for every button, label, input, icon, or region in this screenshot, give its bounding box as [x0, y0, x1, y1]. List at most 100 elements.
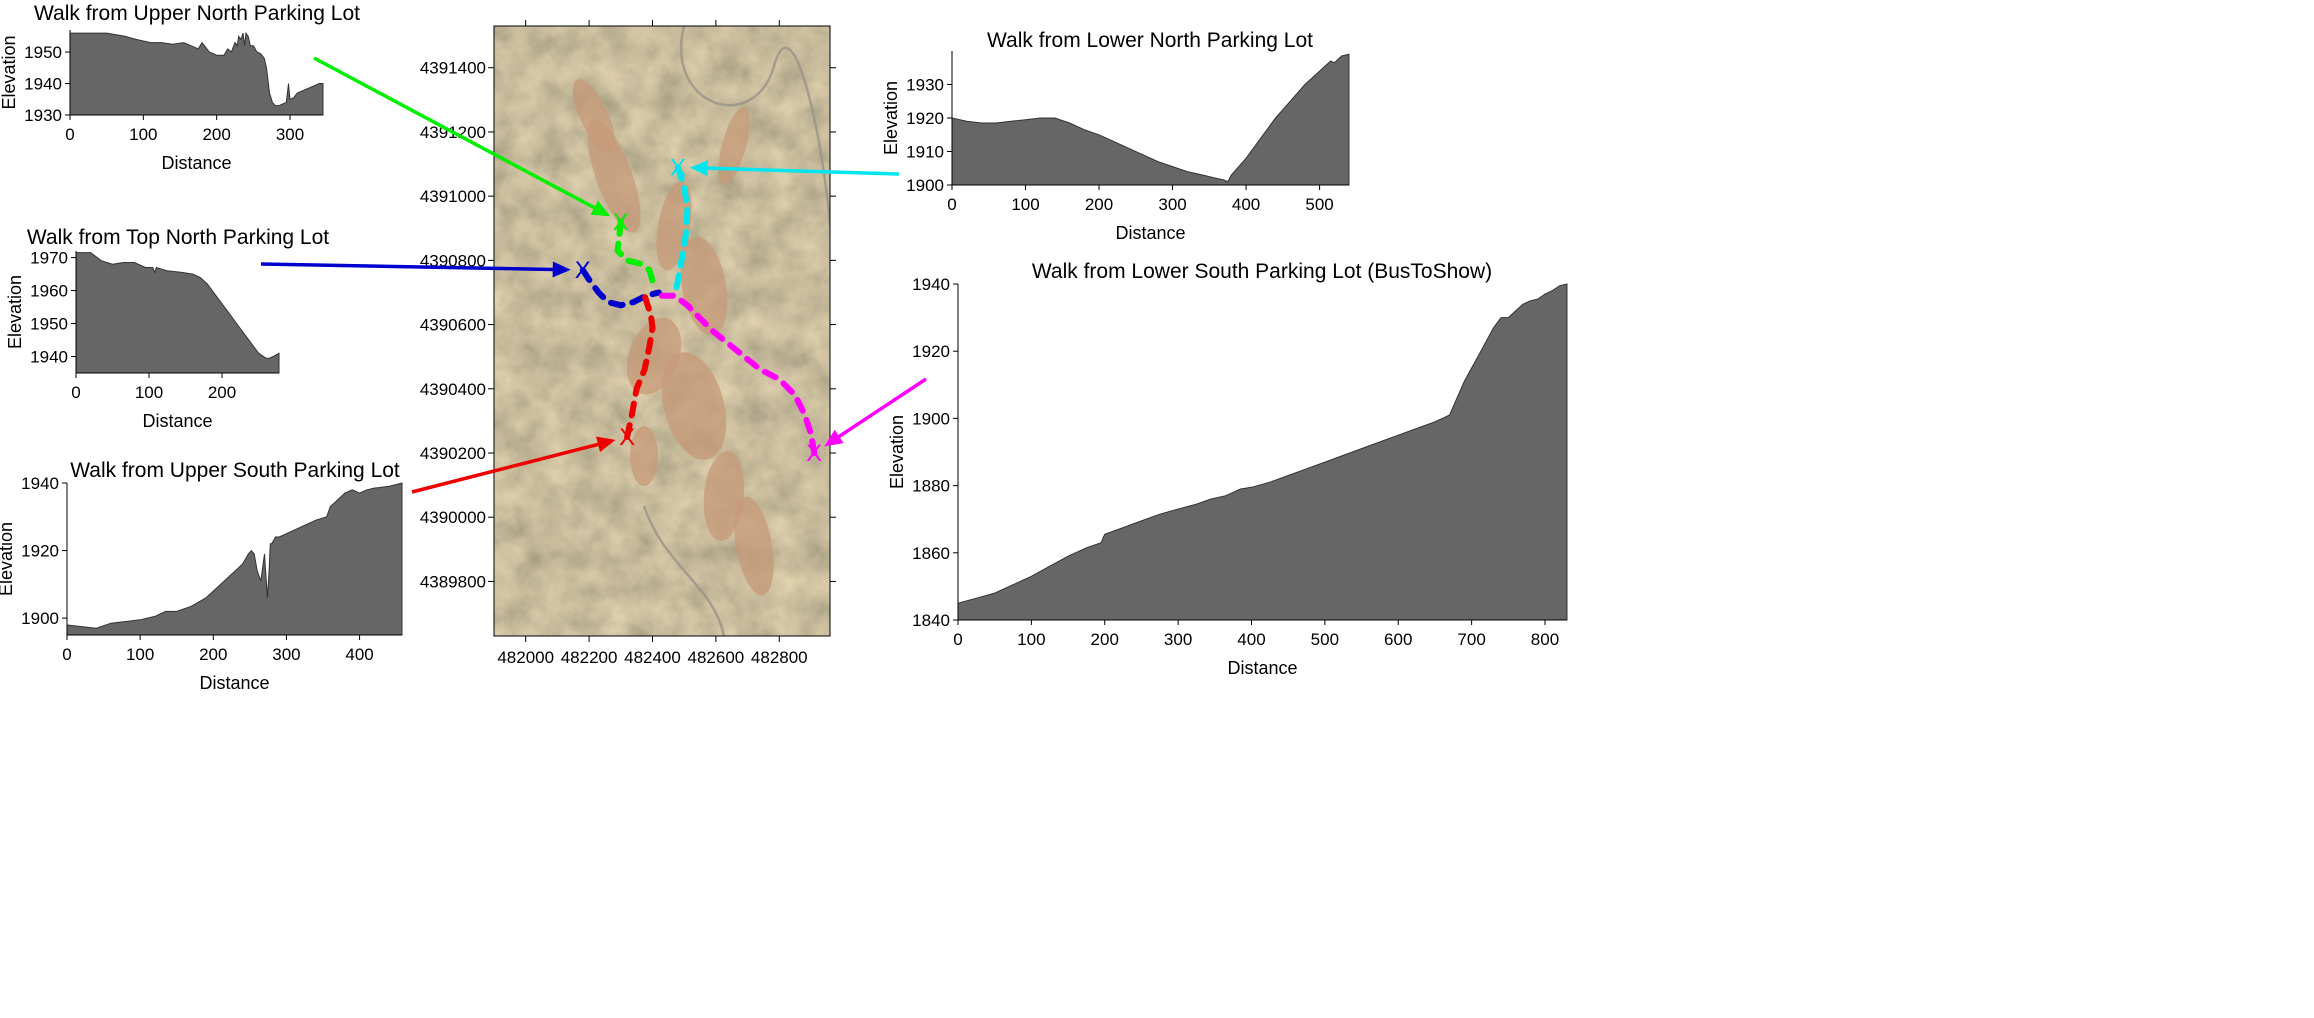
- callout-arrow-line: [313, 56, 603, 214]
- y-tick-label: 1900: [912, 409, 950, 428]
- x-tick-label: 100: [135, 383, 163, 402]
- y-tick-label: 1970: [30, 249, 68, 268]
- elevation-area: [957, 283, 1568, 621]
- map-y-tick-label: 4391400: [420, 59, 486, 78]
- x-tick-label: 100: [1011, 195, 1039, 214]
- callout-arrow-line: [260, 262, 561, 272]
- rock-formation: [656, 181, 692, 271]
- y-tick-label: 1900: [21, 609, 59, 628]
- rock-formation: [703, 451, 745, 541]
- x-axis-label: Distance: [199, 673, 269, 693]
- road: [642, 505, 726, 636]
- callout-arrowhead: [590, 200, 611, 217]
- callout-arrow-line: [831, 377, 927, 443]
- map-y-tick-label: 4390400: [420, 380, 486, 399]
- callout-arrowhead: [552, 261, 571, 278]
- chart-upper-south: 0 100 200 300 400 1900 1920 1940 Walk from Upper…: [0, 459, 403, 693]
- x-tick-label: 100: [1017, 630, 1045, 649]
- callout-arrows: [260, 56, 927, 494]
- x-tick-label: 500: [1311, 630, 1339, 649]
- rock-formation: [718, 107, 750, 185]
- y-tick-label: 1920: [21, 542, 59, 561]
- chart-title: Walk from Lower South Parking Lot (BusTo…: [1032, 260, 1492, 283]
- y-tick-label: 1920: [912, 342, 950, 361]
- callout-arrow-line: [411, 440, 607, 494]
- rock-formation: [661, 352, 727, 460]
- elevation-area: [75, 252, 280, 374]
- y-tick-label: 1940: [912, 275, 950, 294]
- y-axis-label: Elevation: [887, 415, 907, 489]
- map-x-tick-label: 482600: [688, 648, 745, 667]
- x-tick-label: 400: [1232, 195, 1260, 214]
- elevation-area: [951, 53, 1350, 186]
- rock-formation: [630, 426, 658, 486]
- callout-arrowhead: [824, 429, 844, 447]
- x-tick-label: 200: [1085, 195, 1113, 214]
- map-x-tick-label: 482800: [751, 648, 808, 667]
- y-tick-label: 1840: [912, 611, 950, 630]
- x-tick-label: 100: [129, 125, 157, 144]
- elevation-area: [66, 482, 403, 636]
- y-axis-label: Elevation: [881, 81, 901, 155]
- x-tick-label: 200: [1091, 630, 1119, 649]
- x-tick-label: 100: [126, 645, 154, 664]
- chart-upper-north: 0 100 200 300 1930 1940 1950 Walk from Upper No…: [0, 2, 360, 173]
- rock-formation: [734, 496, 774, 596]
- destination-marker: X: [613, 209, 629, 236]
- x-tick-label: 300: [1164, 630, 1192, 649]
- x-tick-label: 600: [1384, 630, 1412, 649]
- destination-marker: X: [670, 154, 686, 181]
- road: [680, 26, 830, 227]
- x-tick-label: 0: [62, 645, 71, 664]
- callout-arrowhead: [596, 436, 616, 453]
- destination-marker: X: [806, 440, 822, 467]
- x-tick-label: 0: [71, 383, 80, 402]
- map-x-tick-label: 482400: [624, 648, 681, 667]
- y-tick-label: 1940: [21, 474, 59, 493]
- x-axis-label: Distance: [161, 153, 231, 173]
- chart-title: Walk from Top North Parking Lot: [27, 226, 329, 249]
- aerial-map: 482000 482200 482400 482600 482800 4389800 439…: [420, 20, 836, 667]
- x-tick-label: 0: [65, 125, 74, 144]
- y-axis-label: Elevation: [0, 522, 16, 596]
- x-tick-label: 300: [1158, 195, 1186, 214]
- y-tick-label: 1930: [906, 76, 944, 95]
- x-tick-label: 200: [199, 645, 227, 664]
- chart-title: Walk from Upper North Parking Lot: [34, 2, 360, 25]
- map-x-tick-label: 482200: [561, 648, 618, 667]
- walk-path: [614, 218, 658, 290]
- y-tick-label: 1930: [24, 106, 62, 125]
- y-tick-label: 1960: [30, 282, 68, 301]
- x-tick-label: 0: [947, 195, 956, 214]
- x-axis-label: Distance: [1227, 658, 1297, 678]
- x-tick-label: 200: [208, 383, 236, 402]
- y-tick-label: 1900: [906, 176, 944, 195]
- map-y-tick-label: 4390600: [420, 316, 486, 335]
- x-tick-label: 0: [953, 630, 962, 649]
- y-tick-label: 1910: [906, 143, 944, 162]
- map-y-tick-label: 4390000: [420, 508, 486, 527]
- y-tick-label: 1880: [912, 477, 950, 496]
- x-tick-label: 300: [276, 125, 304, 144]
- x-tick-label: 500: [1305, 195, 1333, 214]
- chart-title: Walk from Upper South Parking Lot: [70, 459, 400, 482]
- y-tick-label: 1950: [30, 315, 68, 334]
- chart-title: Walk from Lower North Parking Lot: [987, 29, 1313, 52]
- callout-arrow-line: [699, 166, 900, 176]
- x-axis-label: Distance: [142, 411, 212, 431]
- callout-arrowhead: [689, 160, 709, 177]
- y-tick-label: 1940: [24, 75, 62, 94]
- destination-marker: X: [575, 257, 591, 284]
- x-tick-label: 400: [345, 645, 373, 664]
- walk-path: [671, 164, 691, 299]
- x-tick-label: 200: [202, 125, 230, 144]
- chart-lower-south: 0 100 200 300 400 500 600 700 800 1840 1860 1880 190…: [887, 260, 1568, 678]
- y-tick-label: 1860: [912, 544, 950, 563]
- map-x-tick-label: 482000: [497, 648, 554, 667]
- x-tick-label: 400: [1237, 630, 1265, 649]
- x-tick-label: 800: [1531, 630, 1559, 649]
- y-axis-label: Elevation: [5, 275, 25, 349]
- map-y-tick-label: 4389800: [420, 572, 486, 591]
